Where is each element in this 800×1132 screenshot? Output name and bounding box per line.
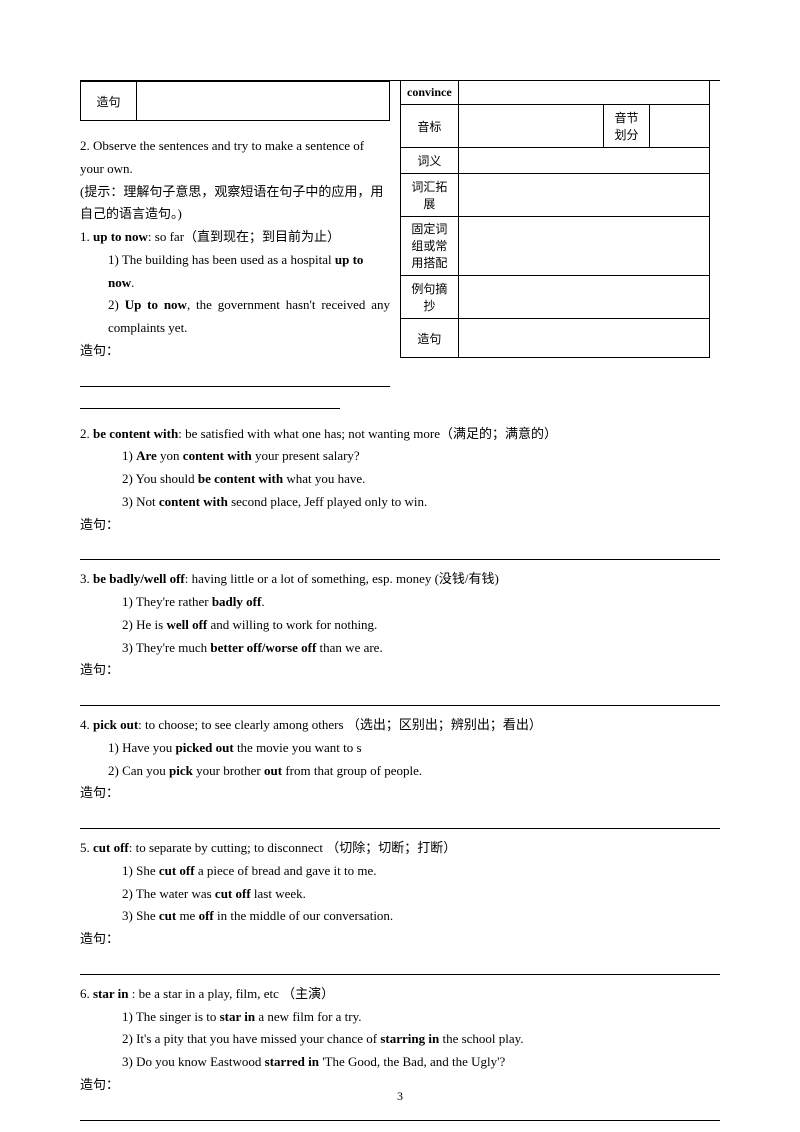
zaoju-label: 造句： <box>80 928 720 951</box>
page-number: 3 <box>0 1089 800 1104</box>
blank-line <box>80 686 720 706</box>
blank-line-1 <box>80 367 390 387</box>
entry-line: 3) She cut me off in the middle of our c… <box>80 905 720 928</box>
entry-line: 1) They're rather badly off. <box>80 591 720 614</box>
entry-head: 4. pick out: to choose; to see clearly a… <box>80 714 720 737</box>
entry-head: 6. star in : be a star in a play, film, … <box>80 983 720 1006</box>
row-ciyi: 词义 <box>401 148 459 174</box>
entry-4: 4. pick out: to choose; to see clearly a… <box>80 714 720 829</box>
row-guding: 固定词组或常用搭配 <box>401 217 459 276</box>
entry-line: 2) You should be content with what you h… <box>80 468 720 491</box>
entry-2: 2. be content with: be satisfied with wh… <box>80 423 720 561</box>
right-column: convince 音标 音节划分 词义 词汇拓展 固定词组或常用搭配 例句摘抄 … <box>400 81 710 409</box>
entry-3: 3. be badly/well off: having little or a… <box>80 568 720 706</box>
entry-line: 2) Can you pick your brother out from th… <box>80 760 720 783</box>
convince-table: convince 音标 音节划分 词义 词汇拓展 固定词组或常用搭配 例句摘抄 … <box>400 81 710 358</box>
blank-line-2 <box>80 389 340 409</box>
entry-line: 1) The singer is to star in a new film f… <box>80 1006 720 1029</box>
entry-line: 1) She cut off a piece of bread and gave… <box>80 860 720 883</box>
left-table-empty <box>137 82 390 121</box>
row-cihui: 词汇拓展 <box>401 174 459 217</box>
entry-5: 5. cut off: to separate by cutting; to d… <box>80 837 720 975</box>
left-zaoju-table: 造句 <box>80 81 390 121</box>
row-liju: 例句摘抄 <box>401 276 459 319</box>
top-two-col: 造句 2. Observe the sentences and try to m… <box>80 81 720 409</box>
entry-line: 1) Have you picked out the movie you wan… <box>80 737 720 760</box>
intro2: (提示：理解句子意思，观察短语在句子中的应用，用自己的语言造句。) <box>80 181 390 227</box>
blank-line <box>80 809 720 829</box>
left-intro: 2. Observe the sentences and try to make… <box>80 135 390 409</box>
zaoju-label: 造句： <box>80 659 720 682</box>
row-yinjie: 音节划分 <box>604 105 650 148</box>
zaoju-label: 造句： <box>80 514 720 537</box>
phrase-1-head: 1. up to now: so far（直到现在；到目前为止） <box>80 226 390 249</box>
blank-line <box>80 540 720 560</box>
entry-head: 3. be badly/well off: having little or a… <box>80 568 720 591</box>
intro1: 2. Observe the sentences and try to make… <box>80 135 390 181</box>
row-zaoju: 造句 <box>401 319 459 358</box>
phrase-1-ex1: 1) The building has been used as a hospi… <box>80 249 390 295</box>
zaoju-label-1: 造句： <box>80 340 390 363</box>
entries: 2. be content with: be satisfied with wh… <box>80 423 720 1121</box>
entry-line: 2) It's a pity that you have missed your… <box>80 1028 720 1051</box>
entry-line: 2) The water was cut off last week. <box>80 883 720 906</box>
row-yinbiao: 音标 <box>401 105 459 148</box>
entry-line: 1) Are yon content with your present sal… <box>80 445 720 468</box>
entry-head: 5. cut off: to separate by cutting; to d… <box>80 837 720 860</box>
left-column: 造句 2. Observe the sentences and try to m… <box>80 81 390 409</box>
zaoju-label: 造句： <box>80 782 720 805</box>
convince-header: convince <box>401 81 459 105</box>
left-table-label: 造句 <box>81 82 137 121</box>
entry-line: 2) He is well off and willing to work fo… <box>80 614 720 637</box>
entry-line: 3) They're much better off/worse off tha… <box>80 637 720 660</box>
phrase-1-ex2: 2) Up to now, the government hasn't rece… <box>80 294 390 340</box>
entry-line: 3) Do you know Eastwood starred in 'The … <box>80 1051 720 1074</box>
entry-head: 2. be content with: be satisfied with wh… <box>80 423 720 446</box>
blank-line <box>80 955 720 975</box>
entry-line: 3) Not content with second place, Jeff p… <box>80 491 720 514</box>
